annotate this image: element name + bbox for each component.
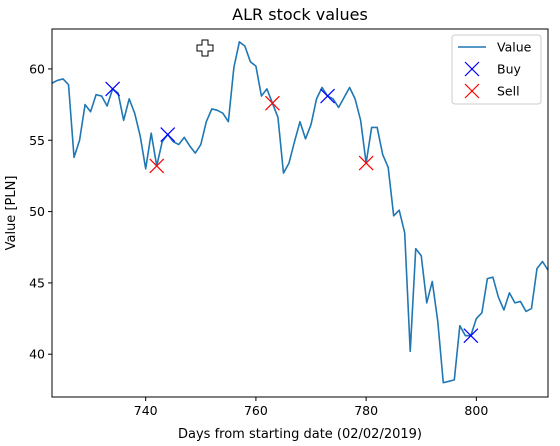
sell-marker	[149, 158, 165, 174]
legend: Value Buy Sell	[451, 34, 542, 105]
chart-title: ALR stock values	[232, 5, 368, 24]
y-tick-label: 50	[29, 204, 45, 219]
y-axis: 40 45 50 55 60	[29, 61, 52, 362]
y-tick-label: 55	[29, 133, 45, 148]
legend-label: Value	[497, 40, 532, 55]
y-tick-label: 45	[29, 275, 45, 290]
plot-frame	[51, 28, 549, 398]
legend-swatch-sell	[464, 83, 480, 99]
buy-marker	[463, 328, 479, 344]
x-tick-label: 740	[134, 403, 158, 418]
legend-label: Sell	[497, 84, 520, 99]
x-tick-label: 760	[244, 403, 268, 418]
sell-marker	[358, 155, 374, 171]
y-tick-label: 40	[29, 347, 45, 362]
value-series-line	[52, 41, 548, 384]
buy-marker	[320, 88, 335, 104]
y-tick-label: 60	[29, 61, 45, 76]
legend-swatch-buy	[464, 61, 480, 77]
sell-marker	[265, 95, 280, 111]
x-axis-label: Days from starting date (02/02/2019)	[178, 427, 422, 442]
x-tick-label: 800	[464, 403, 488, 418]
legend-label: Buy	[497, 62, 521, 77]
x-tick-label: 780	[354, 403, 378, 418]
buy-marker	[160, 127, 176, 142]
y-axis-label: Value [PLN]	[4, 176, 19, 251]
x-axis: 740 760 780 800	[134, 397, 488, 418]
crosshair-cursor-icon	[196, 39, 214, 57]
legend-box	[451, 34, 542, 105]
buy-marker	[105, 81, 121, 97]
